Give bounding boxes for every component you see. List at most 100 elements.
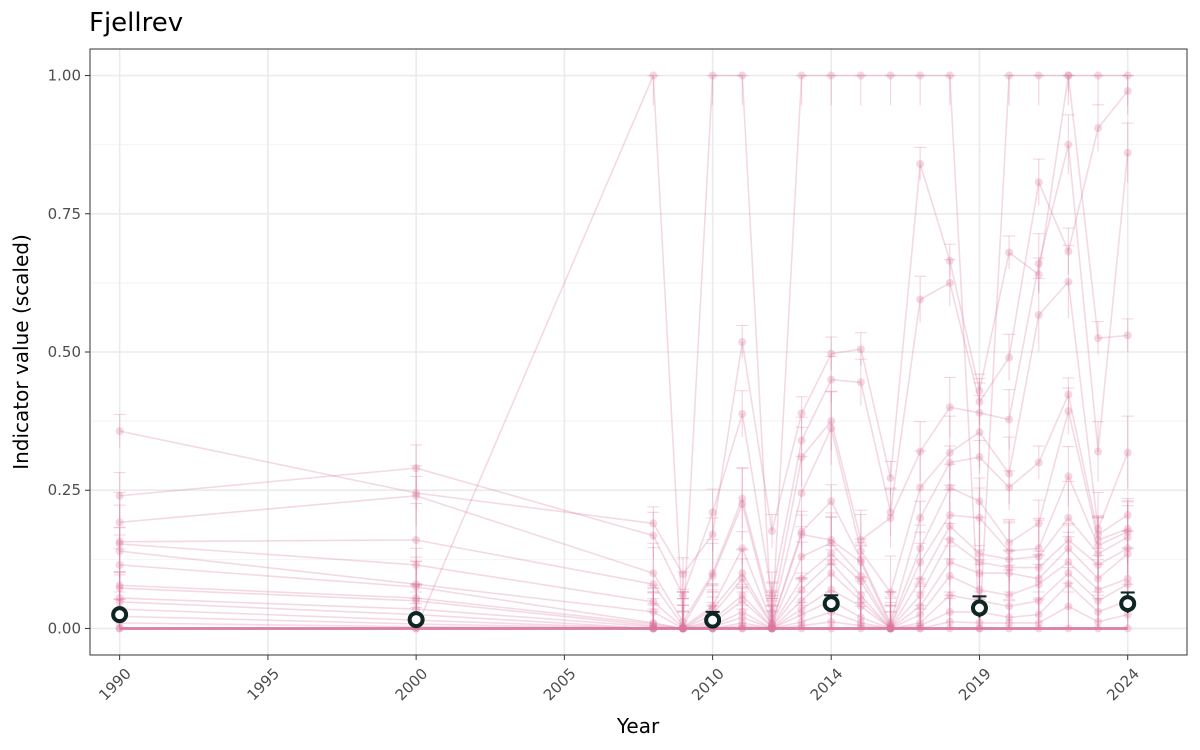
sample-point: [1094, 574, 1103, 583]
sample-point: [1123, 448, 1132, 457]
sample-point: [412, 582, 421, 591]
sample-point: [827, 549, 836, 558]
sample-point: [412, 535, 421, 544]
sample-point: [916, 483, 925, 492]
sample-point: [827, 349, 836, 358]
sample-point: [1094, 585, 1103, 594]
sample-point: [738, 71, 747, 80]
sample-point: [115, 427, 124, 436]
sample-point: [412, 464, 421, 473]
sample-point: [1094, 334, 1103, 343]
sample-point: [115, 581, 124, 590]
sample-point: [797, 409, 806, 418]
sample-point: [1094, 124, 1103, 133]
sample-point: [1064, 558, 1073, 567]
sample-point: [856, 378, 865, 387]
sample-point: [708, 530, 717, 539]
sample-point: [945, 403, 954, 412]
sample-point: [649, 620, 658, 629]
sample-point: [945, 591, 954, 600]
chart-title: Fjellrev: [89, 8, 183, 38]
sample-point: [856, 591, 865, 600]
sample-point: [1123, 87, 1132, 96]
sample-point: [856, 577, 865, 586]
sample-point: [1064, 140, 1073, 149]
sample-point: [975, 513, 984, 522]
sample-point: [916, 618, 925, 627]
sample-point: [738, 338, 747, 347]
sample-point: [1123, 580, 1132, 589]
sample-point: [856, 602, 865, 611]
sample-point: [1005, 248, 1014, 257]
sample-point: [649, 618, 658, 627]
sample-point: [856, 618, 865, 627]
sample-point: [738, 618, 747, 627]
sample-point: [115, 547, 124, 556]
sample-point: [945, 458, 954, 467]
sample-point: [1064, 602, 1073, 611]
sample-point: [797, 488, 806, 497]
sample-point: [738, 596, 747, 605]
sample-point: [975, 569, 984, 578]
sample-point: [115, 539, 124, 548]
sample-point: [797, 585, 806, 594]
sample-point: [1005, 613, 1014, 622]
sample-point: [738, 569, 747, 578]
y-tick-label: 0.50: [48, 343, 81, 361]
sample-point: [115, 518, 124, 527]
sample-point: [1064, 544, 1073, 553]
sample-point: [1005, 555, 1014, 564]
sample-point: [916, 610, 925, 619]
sample-point: [1064, 390, 1073, 399]
y-tick-label: 0.25: [48, 481, 81, 499]
sample-point: [1123, 148, 1132, 157]
sample-point: [1005, 602, 1014, 611]
x-axis: 1990 1995 2000 2005 2010 2014 2019 2024: [95, 655, 1143, 704]
sample-point: [1034, 310, 1043, 319]
sample-point: [115, 560, 124, 569]
sample-point: [1005, 618, 1014, 627]
sample-point: [767, 591, 776, 600]
sample-point: [738, 591, 747, 600]
sample-line: [119, 144, 1129, 624]
sample-point: [1123, 574, 1132, 583]
sample-point: [649, 580, 658, 589]
sample-point: [1005, 71, 1014, 80]
sample-point: [827, 424, 836, 433]
sample-point: [1064, 513, 1073, 522]
sample-point: [115, 491, 124, 500]
sample-point: [916, 71, 925, 80]
summary-point: [1119, 595, 1137, 613]
sample-point: [767, 608, 776, 617]
sample-point: [1034, 574, 1043, 583]
sample-point: [1123, 71, 1132, 80]
x-tick-label: 1995: [243, 665, 283, 705]
sample-point: [856, 596, 865, 605]
sample-point: [945, 571, 954, 580]
sample-point: [1094, 530, 1103, 539]
sample-point: [797, 552, 806, 561]
sample-point: [738, 613, 747, 622]
sample-point: [708, 71, 717, 80]
sample-point: [1094, 607, 1103, 616]
sample-line: [119, 90, 1129, 598]
sample-point: [412, 488, 421, 497]
sample-point: [708, 569, 717, 578]
sample-point: [1034, 544, 1043, 553]
sample-point: [1005, 353, 1014, 362]
sample-point: [1123, 533, 1132, 542]
sample-point: [649, 71, 658, 80]
sample-point: [1064, 407, 1073, 416]
sample-point: [886, 513, 895, 522]
sample-point: [412, 560, 421, 569]
sample-point: [767, 620, 776, 629]
sample-point: [975, 408, 984, 417]
sample-point: [827, 569, 836, 578]
sample-point: [945, 448, 954, 457]
sample-point: [115, 594, 124, 603]
sample-point: [945, 71, 954, 80]
sample-point: [1034, 580, 1043, 589]
x-tick-label: 1990: [95, 665, 135, 705]
sample-point: [916, 544, 925, 553]
summary-series: [111, 591, 1137, 629]
